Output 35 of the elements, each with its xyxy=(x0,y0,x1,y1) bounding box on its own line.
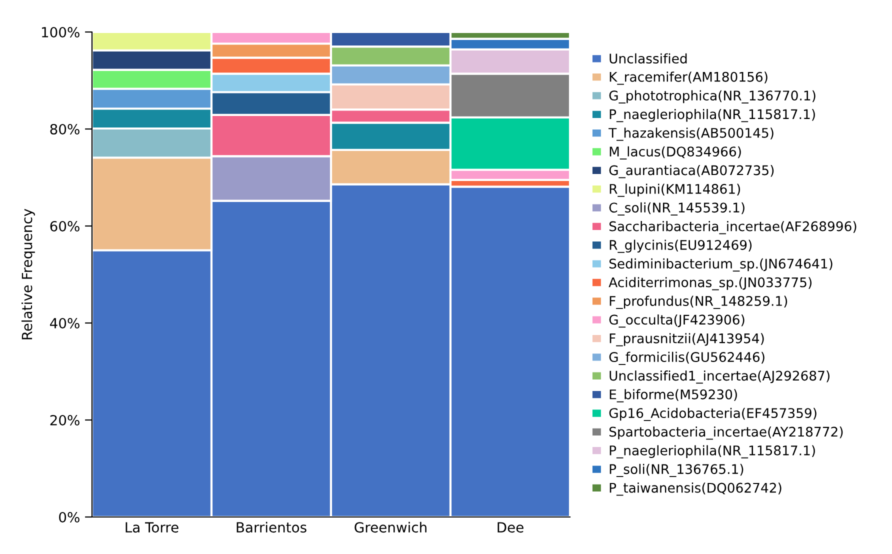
legend-label: G_aurantiaca(AB072735) xyxy=(609,165,774,178)
legend-label: Spartobacteria_incertae(AY218772) xyxy=(609,426,843,440)
legend-label: Saccharibacteria_incertae(AF268996) xyxy=(609,221,856,234)
legend-label: Sediminibacterium_sp.(JN674641) xyxy=(609,258,832,272)
legend-label: G_formicilis(GU562446) xyxy=(609,352,764,365)
legend-label: P_naegleriophila(NR_115817.1) xyxy=(610,108,815,122)
legend-label: K_racemifer(AM180156) xyxy=(610,72,768,85)
legend-label: F_profundus(NR_148259.1) xyxy=(610,296,788,309)
legend-label: P_naegleriophila(NR_115817.1) xyxy=(610,445,815,458)
legend-label: C_soli(NR_145539.1) xyxy=(609,202,744,216)
legend-label: Aciditerrimonas_sp.(JN033775) xyxy=(608,277,812,290)
legend-label: Gp16_Acidobacteria(EF457359) xyxy=(609,408,816,421)
legend-label: G_occulta(JF423906) xyxy=(609,314,744,328)
legend-label: P_taiwanensis(DQ062742) xyxy=(610,482,782,496)
y-tick-label: 100% xyxy=(42,26,80,38)
legend-label: R_glycinis(EU912469) xyxy=(610,240,752,253)
legend-label: T_hazakensis(AB500145) xyxy=(608,128,774,141)
legend-label: M_lacus(DQ834966) xyxy=(610,146,741,160)
y-tick-label: 0% xyxy=(59,512,80,522)
legend-label: P_soli(NR_136765.1) xyxy=(610,464,744,478)
legend-label: Unclassified1_incertae(AJ292687) xyxy=(610,370,830,384)
x-tick-label: Barrientos xyxy=(236,522,306,533)
legend-label: G_phototrophica(NR_136770.1) xyxy=(609,90,816,104)
x-tick-label: Dee xyxy=(498,522,524,533)
legend-label: F_prausnitzii(AJ413954) xyxy=(610,333,764,346)
legend-label: E_biforme(M59230) xyxy=(610,389,737,402)
y-tick-label: 60% xyxy=(50,220,80,232)
x-tick-label: Greenwich xyxy=(354,522,426,533)
y-tick-label: 20% xyxy=(50,414,80,426)
legend-label: Unclassified xyxy=(610,53,687,64)
y-tick-label: 40% xyxy=(50,318,80,328)
y-axis-title: Relative Frequency xyxy=(21,208,35,340)
y-tick-label: 80% xyxy=(50,124,80,134)
legend-label: R_lupini(KM114861) xyxy=(610,184,740,197)
x-tick-label: La Torre xyxy=(126,522,178,533)
